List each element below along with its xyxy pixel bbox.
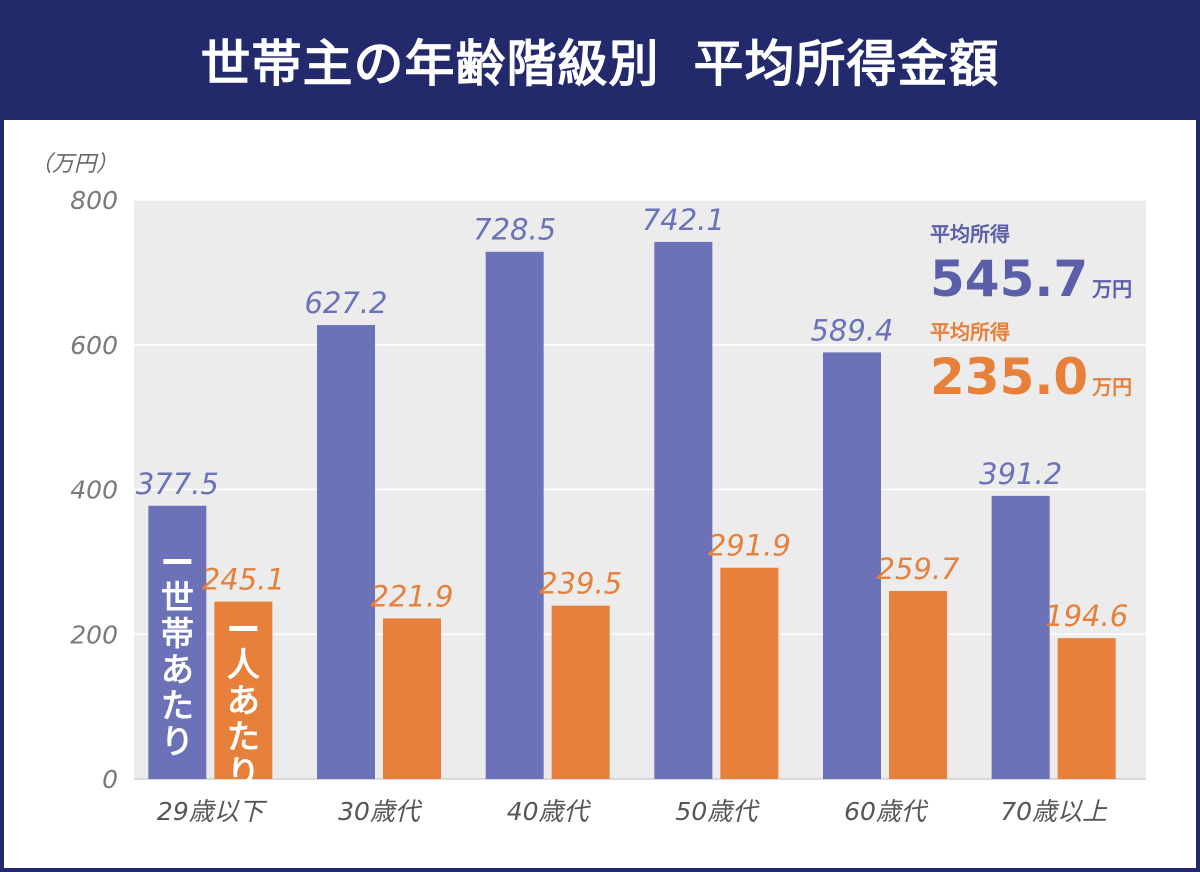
y-tick-label: 400 (70, 476, 118, 505)
data-label: 194.6 (1045, 599, 1128, 633)
series-name-char (163, 559, 192, 564)
average-unit: 万円 (1091, 277, 1132, 301)
bar-per-person (1057, 638, 1116, 779)
title-part2: 平均所得金額 (693, 35, 1000, 93)
x-tick-label: 60歳代 (844, 797, 929, 826)
bar-per-person (214, 601, 273, 779)
bar-household (485, 251, 544, 780)
series-name-char: り (161, 722, 194, 761)
y-unit-label: （万円） (30, 152, 118, 177)
data-label: 728.5 (473, 213, 556, 247)
series-name-char: た (161, 686, 194, 725)
series-name-char: 帯 (161, 614, 194, 653)
title-part1: 世帯主の年齢階級別 (200, 35, 660, 93)
data-label: 589.4 (810, 313, 893, 347)
average-value: 545.7 (930, 250, 1088, 308)
data-label: 245.1 (202, 563, 285, 597)
bar-per-person (889, 591, 947, 779)
series-name-char: り (227, 753, 260, 792)
x-tick-label: 29歳以下 (157, 797, 268, 826)
bar-per-person (720, 567, 779, 779)
data-label: 259.7 (876, 552, 960, 586)
bar-per-person (551, 605, 610, 779)
x-tick-label: 70歳以上 (1000, 797, 1108, 826)
y-tick-label: 0 (102, 765, 118, 794)
data-label: 239.5 (539, 567, 622, 601)
title-banner: 世帯主の年齢階級別 平均所得金額 (0, 0, 1200, 120)
bar-household (148, 505, 207, 779)
x-tick-label: 50歳代 (675, 797, 760, 826)
data-label: 627.2 (304, 286, 387, 320)
data-label: 377.5 (136, 467, 219, 501)
bar-household (317, 325, 375, 779)
y-tick-label: 600 (70, 331, 118, 360)
average-label: 平均所得 (930, 320, 1010, 344)
series-name-char: 人 (227, 645, 260, 684)
x-tick-label: 40歳代 (507, 797, 592, 826)
series-name-char: あ (161, 650, 194, 689)
y-tick-label: 200 (70, 620, 118, 649)
data-label: 742.1 (642, 203, 725, 237)
average-value: 235.0 (930, 348, 1088, 406)
bar-household (654, 241, 713, 779)
bar-household (823, 352, 881, 779)
series-name-char (229, 626, 258, 631)
bar-per-person (383, 618, 441, 779)
average-label: 平均所得 (930, 222, 1010, 246)
average-unit: 万円 (1091, 375, 1132, 399)
data-label: 221.9 (370, 579, 453, 613)
series-name-char: 世 (161, 578, 194, 617)
data-label: 291.9 (708, 529, 791, 563)
series-name-char: た (227, 717, 260, 756)
x-tick-label: 30歳代 (338, 797, 423, 826)
bar-household (991, 495, 1050, 779)
data-label: 391.2 (979, 457, 1062, 491)
series-name-char: あ (227, 681, 260, 720)
y-tick-label: 800 (70, 186, 118, 215)
